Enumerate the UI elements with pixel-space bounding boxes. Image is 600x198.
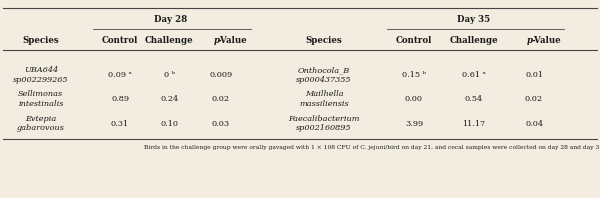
Text: p: p bbox=[214, 36, 220, 45]
Text: p: p bbox=[527, 36, 533, 45]
Text: 0.02: 0.02 bbox=[525, 95, 543, 103]
Text: 3.99: 3.99 bbox=[405, 120, 423, 128]
Text: UBA644
sp002299265: UBA644 sp002299265 bbox=[13, 67, 68, 84]
Text: 0.61 ᵃ: 0.61 ᵃ bbox=[462, 71, 486, 79]
Text: Species: Species bbox=[22, 36, 59, 45]
Text: 0.31: 0.31 bbox=[111, 120, 129, 128]
Text: 0.00: 0.00 bbox=[405, 95, 423, 103]
Text: 0.15 ᵇ: 0.15 ᵇ bbox=[402, 71, 426, 79]
Text: 0.04: 0.04 bbox=[525, 120, 543, 128]
Text: Day 28: Day 28 bbox=[154, 15, 187, 24]
Text: -Value: -Value bbox=[218, 36, 247, 45]
Text: Control: Control bbox=[396, 36, 432, 45]
Text: Control: Control bbox=[102, 36, 138, 45]
Text: Mailhella
massiliensis: Mailhella massiliensis bbox=[299, 90, 349, 108]
Text: -Value: -Value bbox=[531, 36, 560, 45]
Text: Day 35: Day 35 bbox=[457, 15, 491, 24]
Text: Species: Species bbox=[305, 36, 343, 45]
Text: Evtepia
gabarovous: Evtepia gabarovous bbox=[17, 115, 65, 132]
Text: Challenge: Challenge bbox=[145, 36, 194, 45]
Text: 0.89: 0.89 bbox=[111, 95, 129, 103]
Text: Faecalibacterium
sp002160895: Faecalibacterium sp002160895 bbox=[288, 115, 360, 132]
Text: 0.54: 0.54 bbox=[465, 95, 483, 103]
Text: Birds in the challenge group were orally gavaged with 1 × 108 CFU of C. jejuni/b: Birds in the challenge group were orally… bbox=[144, 145, 600, 150]
Text: 11.17: 11.17 bbox=[463, 120, 485, 128]
Text: 0.09 ᵃ: 0.09 ᵃ bbox=[108, 71, 132, 79]
Text: 0.10: 0.10 bbox=[160, 120, 178, 128]
Text: Challenge: Challenge bbox=[449, 36, 499, 45]
Text: 0.01: 0.01 bbox=[525, 71, 543, 79]
Text: Sellimonas
intestinalis: Sellimonas intestinalis bbox=[18, 90, 64, 108]
Text: Onthocola_B
sp000437355: Onthocola_B sp000437355 bbox=[296, 67, 352, 84]
Text: 0.02: 0.02 bbox=[212, 95, 230, 103]
Text: 0.009: 0.009 bbox=[209, 71, 232, 79]
Text: 0.24: 0.24 bbox=[160, 95, 178, 103]
Text: 0 ᵇ: 0 ᵇ bbox=[164, 71, 175, 79]
Text: 0.03: 0.03 bbox=[212, 120, 230, 128]
